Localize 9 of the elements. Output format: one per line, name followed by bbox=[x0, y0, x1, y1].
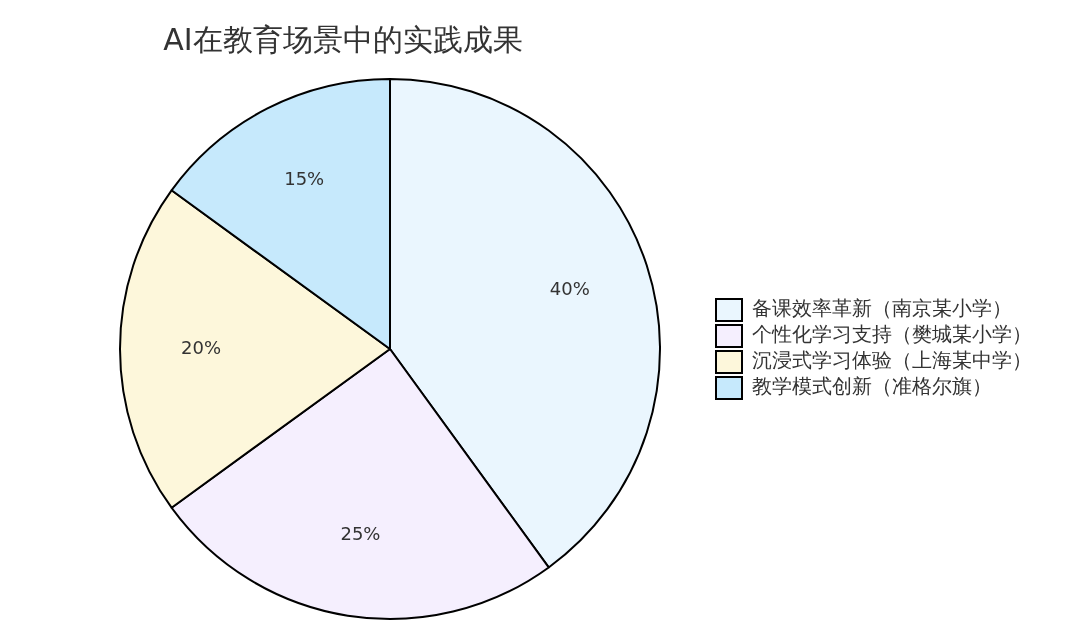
data-label: 25% bbox=[340, 523, 381, 545]
chart-title: AI在教育场景中的实践成果 bbox=[162, 21, 524, 59]
legend-label: 教学模式创新（准格尔旗） bbox=[752, 374, 992, 399]
data-label: 40% bbox=[549, 278, 590, 300]
legend-label: 沉浸式学习体验（上海某中学） bbox=[752, 348, 1032, 373]
data-label: 15% bbox=[284, 168, 325, 190]
data-label: 20% bbox=[180, 336, 222, 358]
legend-label: 个性化学习支持（樊城某小学） bbox=[752, 322, 1032, 347]
legend-label: 备课效率革新（南京某小学） bbox=[752, 296, 1012, 321]
